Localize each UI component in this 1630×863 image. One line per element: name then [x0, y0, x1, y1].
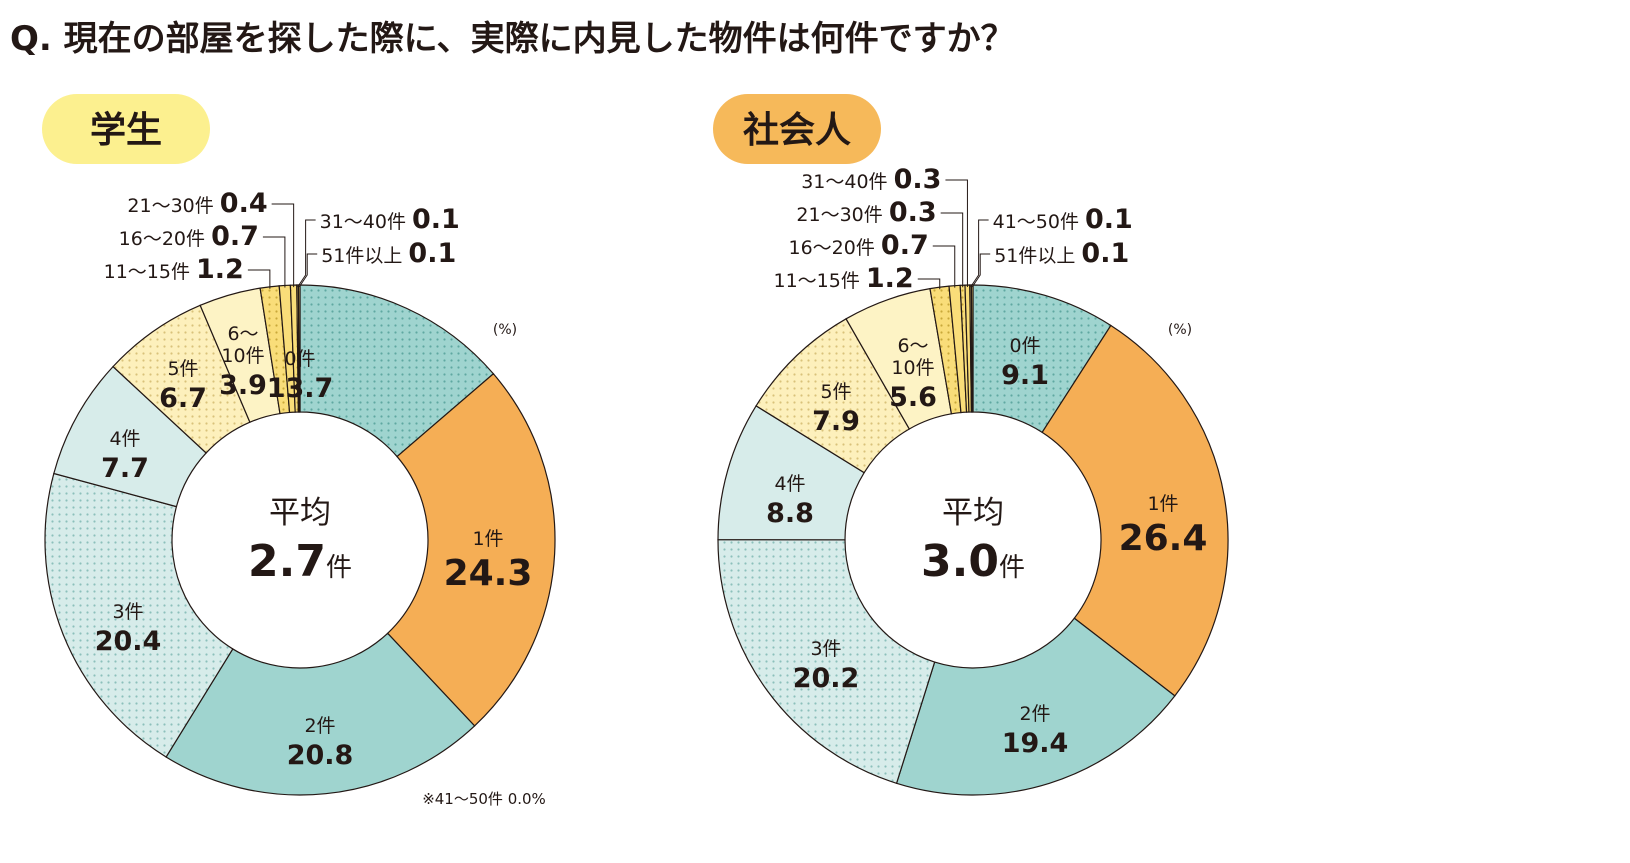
student-slice-2: [165, 632, 476, 796]
student-unit-label: (%): [493, 322, 517, 338]
student-slice-value-4: 7.7: [101, 453, 149, 484]
worker-slice-label-4: 4件: [774, 473, 805, 495]
worker-average-value: 3.0: [921, 536, 999, 587]
worker-center-average: 3.0件: [921, 536, 1025, 587]
student-group-pill: [42, 94, 210, 164]
student-external-text: 16～20件 0.7: [119, 221, 259, 252]
worker-leader-line: [917, 278, 941, 290]
student-external-label-11-15: 11～15件 1.2: [104, 254, 271, 289]
worker-chart: 社会人 0件 9.1 1件 26.4 2件 19.4 3件 20.2 4件 8.8 5件 7.9 6～ 1…: [713, 94, 1229, 796]
student-external-label-16-20: 16～20件 0.7: [119, 221, 286, 288]
student-footnote: ※41～50件 0.0%: [422, 790, 546, 808]
student-leader-line: [247, 269, 271, 289]
worker-slice-label-6-10: 6～ 10件: [891, 335, 934, 379]
worker-center-label: 平均: [942, 495, 1004, 531]
student-leader-line: [271, 203, 295, 288]
worker-leader-line: [932, 245, 956, 288]
student-group-title: 学生: [90, 109, 162, 151]
student-average-unit: 件: [326, 553, 352, 583]
worker-external-text: 31～40件 0.3: [801, 164, 941, 195]
student-center-label: 平均: [269, 495, 331, 531]
student-external-label-31-40: 31～40件 0.1: [297, 204, 460, 288]
worker-leader-line: [940, 212, 964, 288]
student-external-labels: 11～15件 1.216～20件 0.721～30件 0.4 31～40件 0.1…: [104, 188, 460, 289]
student-external-label-21-30: 21～30件 0.4: [127, 188, 295, 288]
worker-donut: [717, 284, 1229, 796]
student-external-label-51plus: 51件以上 0.1: [298, 238, 456, 288]
worker-slice-3: [717, 538, 936, 785]
student-slice-value-5: 6.7: [159, 383, 207, 414]
student-slice-value-3: 20.4: [95, 626, 162, 657]
student-slice-value-2: 20.8: [287, 740, 354, 771]
worker-slice-value-2: 19.4: [1002, 728, 1069, 759]
student-slice-label-0: 0件: [284, 348, 315, 370]
worker-external-text: 51件以上 0.1: [994, 238, 1129, 269]
student-donut: [44, 284, 556, 796]
worker-slice-value-0: 9.1: [1001, 360, 1049, 391]
worker-slice-value-4: 8.8: [766, 498, 814, 529]
student-slice-3: [44, 472, 234, 758]
worker-slice-1: [1041, 324, 1229, 697]
student-slice-label-1: 1件: [472, 528, 503, 550]
worker-group-pill: [713, 94, 881, 164]
worker-leader-line: [970, 219, 989, 288]
worker-leader-line: [945, 179, 968, 288]
student-slice-1: [386, 372, 556, 727]
student-slice-0: [299, 284, 495, 458]
worker-external-label-41-50: 41～50件 0.1: [970, 204, 1133, 288]
worker-external-text: 16～20件 0.7: [789, 230, 929, 261]
student-slice-label-5: 5件: [167, 358, 198, 380]
student-slice-value-6-10: 3.9: [219, 370, 267, 401]
worker-slice-value-1: 26.4: [1119, 518, 1208, 559]
worker-slice-value-6-10: 5.6: [889, 382, 937, 413]
student-leader-line: [297, 219, 316, 288]
student-leader-line: [262, 236, 286, 288]
worker-slice-value-3: 20.2: [793, 663, 860, 694]
student-external-text: 51件以上 0.1: [321, 238, 456, 269]
worker-external-label-16-20: 16～20件 0.7: [789, 230, 956, 288]
worker-slice-51plus: [970, 284, 974, 413]
worker-group-title: 社会人: [743, 110, 851, 151]
worker-leader-line: [971, 253, 991, 288]
page-title: Q. 現在の部屋を探した際に、実際に内見した物件は何件ですか？: [10, 19, 1015, 59]
worker-average-unit: 件: [999, 553, 1025, 583]
student-external-text: 31～40件 0.1: [320, 204, 460, 235]
worker-slice-label-5: 5件: [820, 381, 851, 403]
worker-slice-value-5: 7.9: [812, 406, 860, 437]
worker-unit-label: (%): [1168, 322, 1192, 338]
student-slice-label-2: 2件: [304, 715, 335, 737]
worker-external-text: 21～30件 0.3: [796, 197, 936, 228]
student-slice-value-1: 24.3: [444, 553, 533, 594]
worker-external-label-11-15: 11～15件 1.2: [773, 263, 941, 294]
worker-slice-label-3: 3件: [810, 638, 841, 660]
student-chart: 学生 0件 13.7 1件 24.3 2件 20.8 3件 20.4 4件 7.7 5件 6.7 6～ 1…: [42, 94, 556, 808]
student-slice-label-3: 3件: [112, 601, 143, 623]
student-center-average: 2.7件: [248, 536, 352, 587]
student-leader-line: [298, 253, 318, 288]
worker-slice-2: [895, 617, 1176, 796]
student-slice-labels: 0件 13.7 1件 24.3 2件 20.8 3件 20.4 4件 7.7 5件 6.7 6～ 10件3…: [95, 323, 533, 771]
worker-external-label-21-30: 21～30件 0.3: [796, 197, 964, 288]
worker-external-text: 11～15件 1.2: [773, 263, 913, 294]
student-slice-label-4: 4件: [109, 428, 140, 450]
student-slice-label-6-10: 6～ 10件: [221, 323, 264, 367]
student-average-value: 2.7: [248, 536, 326, 587]
worker-external-labels: 11～15件 1.216～20件 0.721～30件 0.331～40件 0.3…: [773, 164, 1132, 294]
student-external-text: 21～30件 0.4: [127, 188, 267, 219]
worker-external-label-31-40: 31～40件 0.3: [801, 164, 968, 288]
worker-slice-label-0: 0件: [1009, 335, 1040, 357]
worker-external-label-51plus: 51件以上 0.1: [971, 238, 1129, 288]
worker-slice-labels: 0件 9.1 1件 26.4 2件 19.4 3件 20.2 4件 8.8 5件 7.9 6～ 10件5.…: [766, 335, 1207, 759]
student-external-text: 11～15件 1.2: [104, 254, 244, 285]
worker-slice-label-1: 1件: [1147, 493, 1178, 515]
worker-external-text: 41～50件 0.1: [993, 204, 1133, 235]
worker-slice-label-2: 2件: [1019, 703, 1050, 725]
student-slice-value-0: 13.7: [267, 373, 334, 404]
